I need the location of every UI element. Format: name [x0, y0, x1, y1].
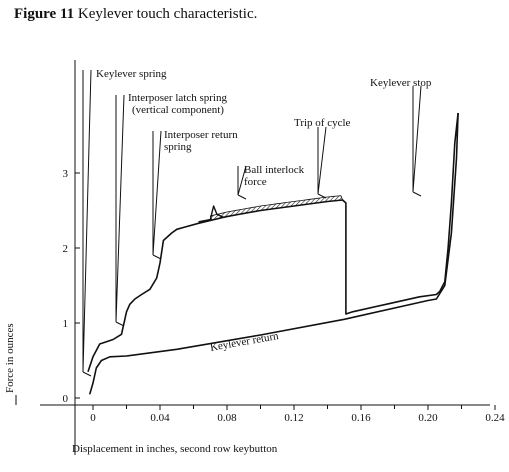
annotation-leader: [412, 85, 422, 193]
annotation-label: (vertical component): [132, 104, 224, 116]
x-tick-label: 0: [90, 412, 96, 424]
figure-caption: Figure 11 Keylever touch characteristic.: [14, 6, 257, 23]
annotations: Keylever spring Interposer latch spring(v…: [82, 68, 432, 377]
annotation-leader-tip: [82, 371, 92, 377]
annotation-label: Trip of cycle: [294, 117, 351, 129]
y-tick-label: 1: [63, 318, 69, 330]
tick-marks: 0 0.04 0.08 0.12 0.16 0.20 0.24 0 1 2 3: [63, 168, 506, 424]
x-tick-label: 0.24: [485, 412, 505, 424]
x-tick-label: 0.12: [284, 412, 303, 424]
series-line-return: [88, 112, 459, 395]
annotation-label: Keylever return: [209, 330, 280, 354]
series-line-ball-interlock-hump: [198, 205, 236, 223]
x-axis-label: Displacement in inches, second row keybu…: [72, 443, 278, 455]
annotation-label: Interposer return: [164, 129, 238, 141]
annotation-leader-tip: [115, 321, 125, 327]
annotation-leader-tip: [237, 194, 247, 200]
annotation-leader: [317, 126, 327, 195]
annotation-leader: [82, 69, 92, 373]
annotation-label: force: [244, 176, 267, 188]
chart-axes: [15, 60, 490, 455]
x-tick-label: 0.20: [418, 412, 438, 424]
annotation-label: Ball interlock: [244, 164, 305, 176]
annotation-leader: [115, 94, 125, 323]
figure-caption-text: Keylever touch characteristic.: [77, 6, 258, 22]
annotation-label: Keylever stop: [370, 77, 432, 89]
x-tick-label: 0.08: [217, 412, 237, 424]
x-tick-label: 0.04: [150, 412, 170, 424]
series-line-depress: [87, 112, 459, 373]
y-axis-label: Force in ounces: [4, 323, 16, 393]
annotation-leader-tip: [317, 193, 327, 199]
chart-marks: [87, 112, 459, 395]
annotation-label: Interposer latch spring: [128, 92, 227, 104]
y-tick-label: 3: [63, 168, 69, 180]
annotation-label: Keylever spring: [96, 68, 167, 80]
figure-number: Figure 11: [14, 6, 75, 22]
annotation-leader: [152, 130, 162, 256]
annotation-label: spring: [164, 141, 192, 153]
y-tick-label: 2: [63, 243, 69, 255]
x-tick-label: 0.16: [351, 412, 371, 424]
annotation-leader-tip: [412, 191, 422, 197]
y-tick-label: 0: [63, 393, 69, 405]
annotation-leader-tip: [152, 254, 162, 260]
